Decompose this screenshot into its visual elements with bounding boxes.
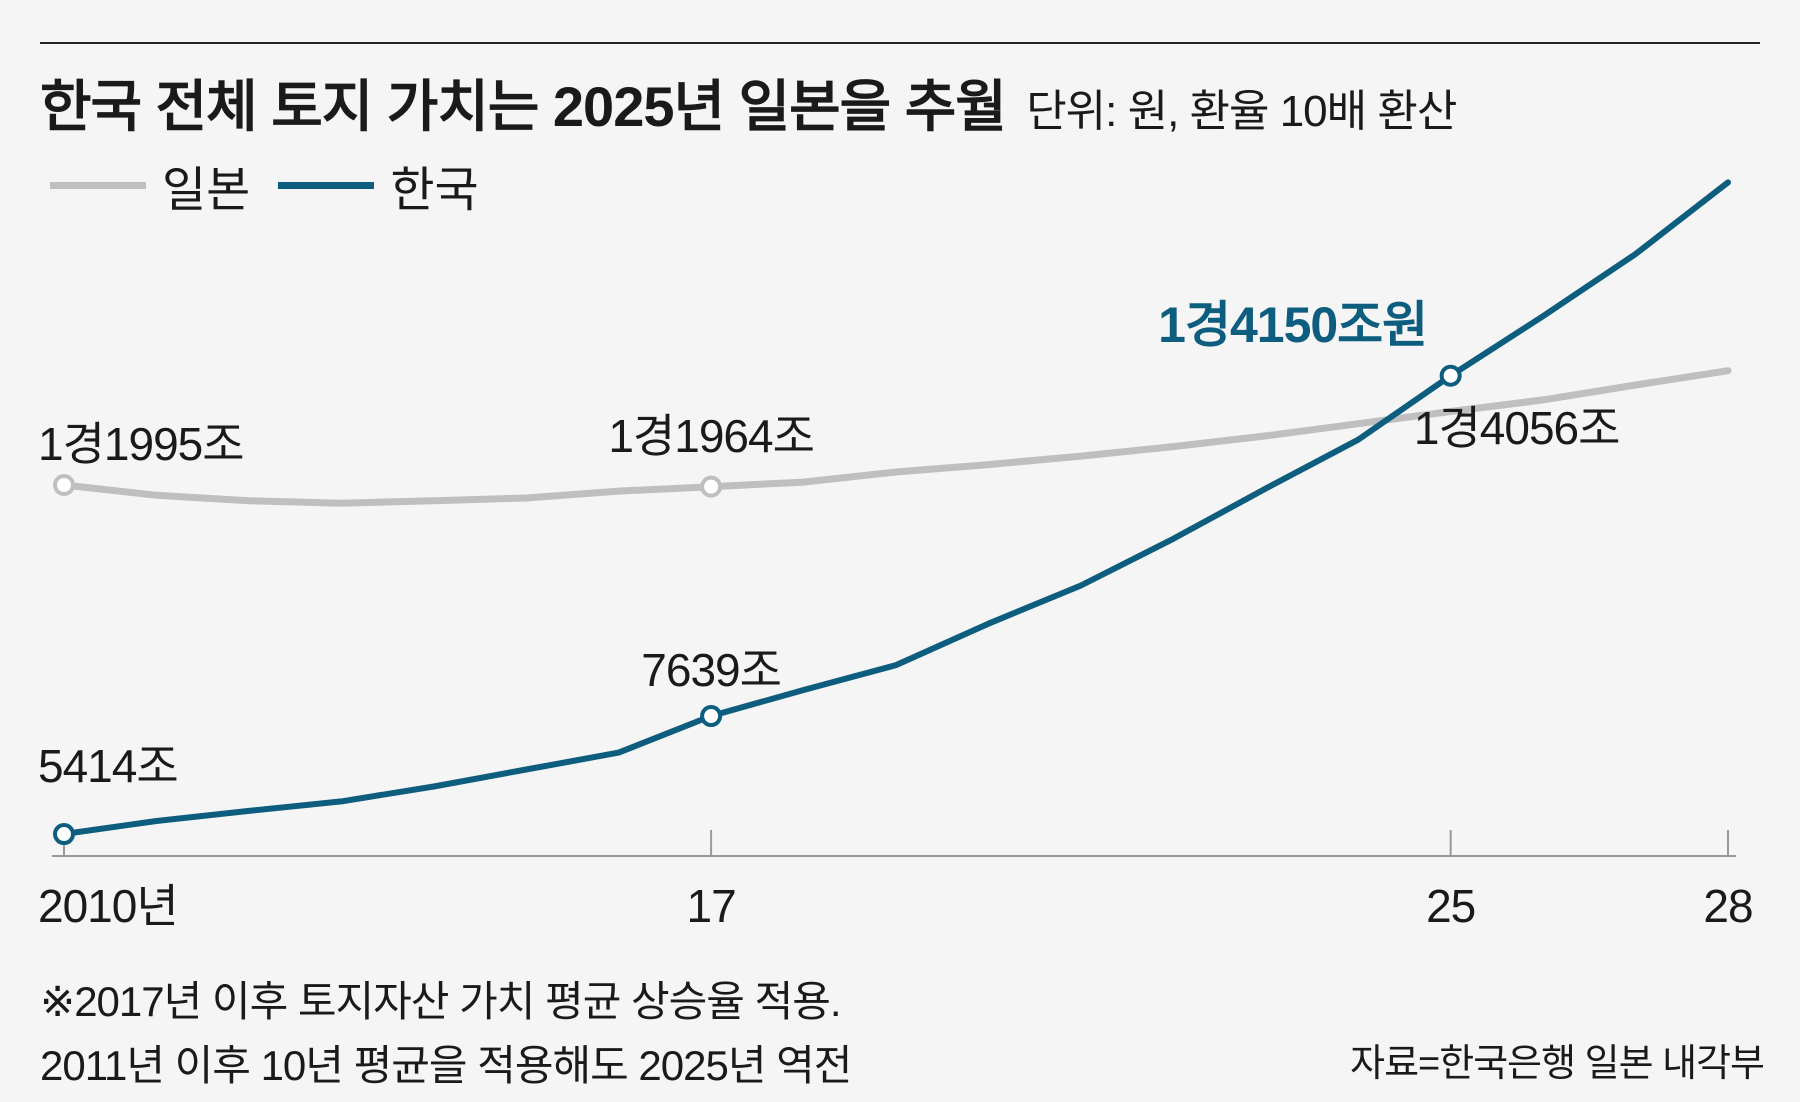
- point-japan-2017: [700, 475, 723, 498]
- title-row: 한국 전체 토지 가치는 2025년 일본을 추월 단위: 원, 환율 10배 …: [40, 62, 1457, 143]
- data-label-2: 5414조: [38, 740, 178, 792]
- source-note: 자료=한국은행 일본 내각부: [1350, 1043, 1765, 1085]
- data-label-3: 7639조: [641, 644, 781, 696]
- chart-title: 한국 전체 토지 가치는 2025년 일본을 추월: [40, 75, 1007, 138]
- footnote-line-2: 2011년 이후 10년 평균을 적용해도 2025년 역전: [40, 1042, 852, 1089]
- legend: 일본 한국: [50, 150, 507, 220]
- data-label-1: 1경1964조: [608, 410, 814, 462]
- legend-label-korea: 한국: [390, 164, 479, 217]
- point-korea-2010: [53, 823, 75, 846]
- point-japan-2010: [53, 474, 75, 497]
- data-label-0: 1경1995조: [38, 418, 244, 470]
- series-line-korea: [61, 179, 1731, 837]
- legend-swatch-japan: [50, 181, 146, 189]
- legend-item-japan: 일본: [50, 150, 250, 220]
- point-korea-2025: [1439, 364, 1462, 387]
- point-korea-2017: [700, 705, 723, 728]
- data-label-4: 1경4056조: [1414, 402, 1620, 454]
- x-tick-label-2025: 25: [1426, 880, 1475, 932]
- unit-note: 단위: 원, 환율 10배 환산: [1026, 87, 1457, 136]
- x-tick-label-2017: 17: [687, 880, 736, 932]
- data-label-5: 1경4150조원: [1158, 297, 1427, 353]
- legend-item-korea: 한국: [278, 150, 479, 220]
- x-tick-label-2028: 28: [1703, 880, 1752, 932]
- x-tick-label-2010: 2010년: [38, 880, 178, 932]
- legend-label-japan: 일본: [162, 164, 251, 217]
- series-line-japan: [60, 367, 1732, 507]
- legend-swatch-korea: [278, 181, 375, 189]
- footnote-line-1: ※2017년 이후 토지자산 가치 평균 상승율 적용.: [40, 978, 842, 1025]
- top-rule: [40, 42, 1760, 44]
